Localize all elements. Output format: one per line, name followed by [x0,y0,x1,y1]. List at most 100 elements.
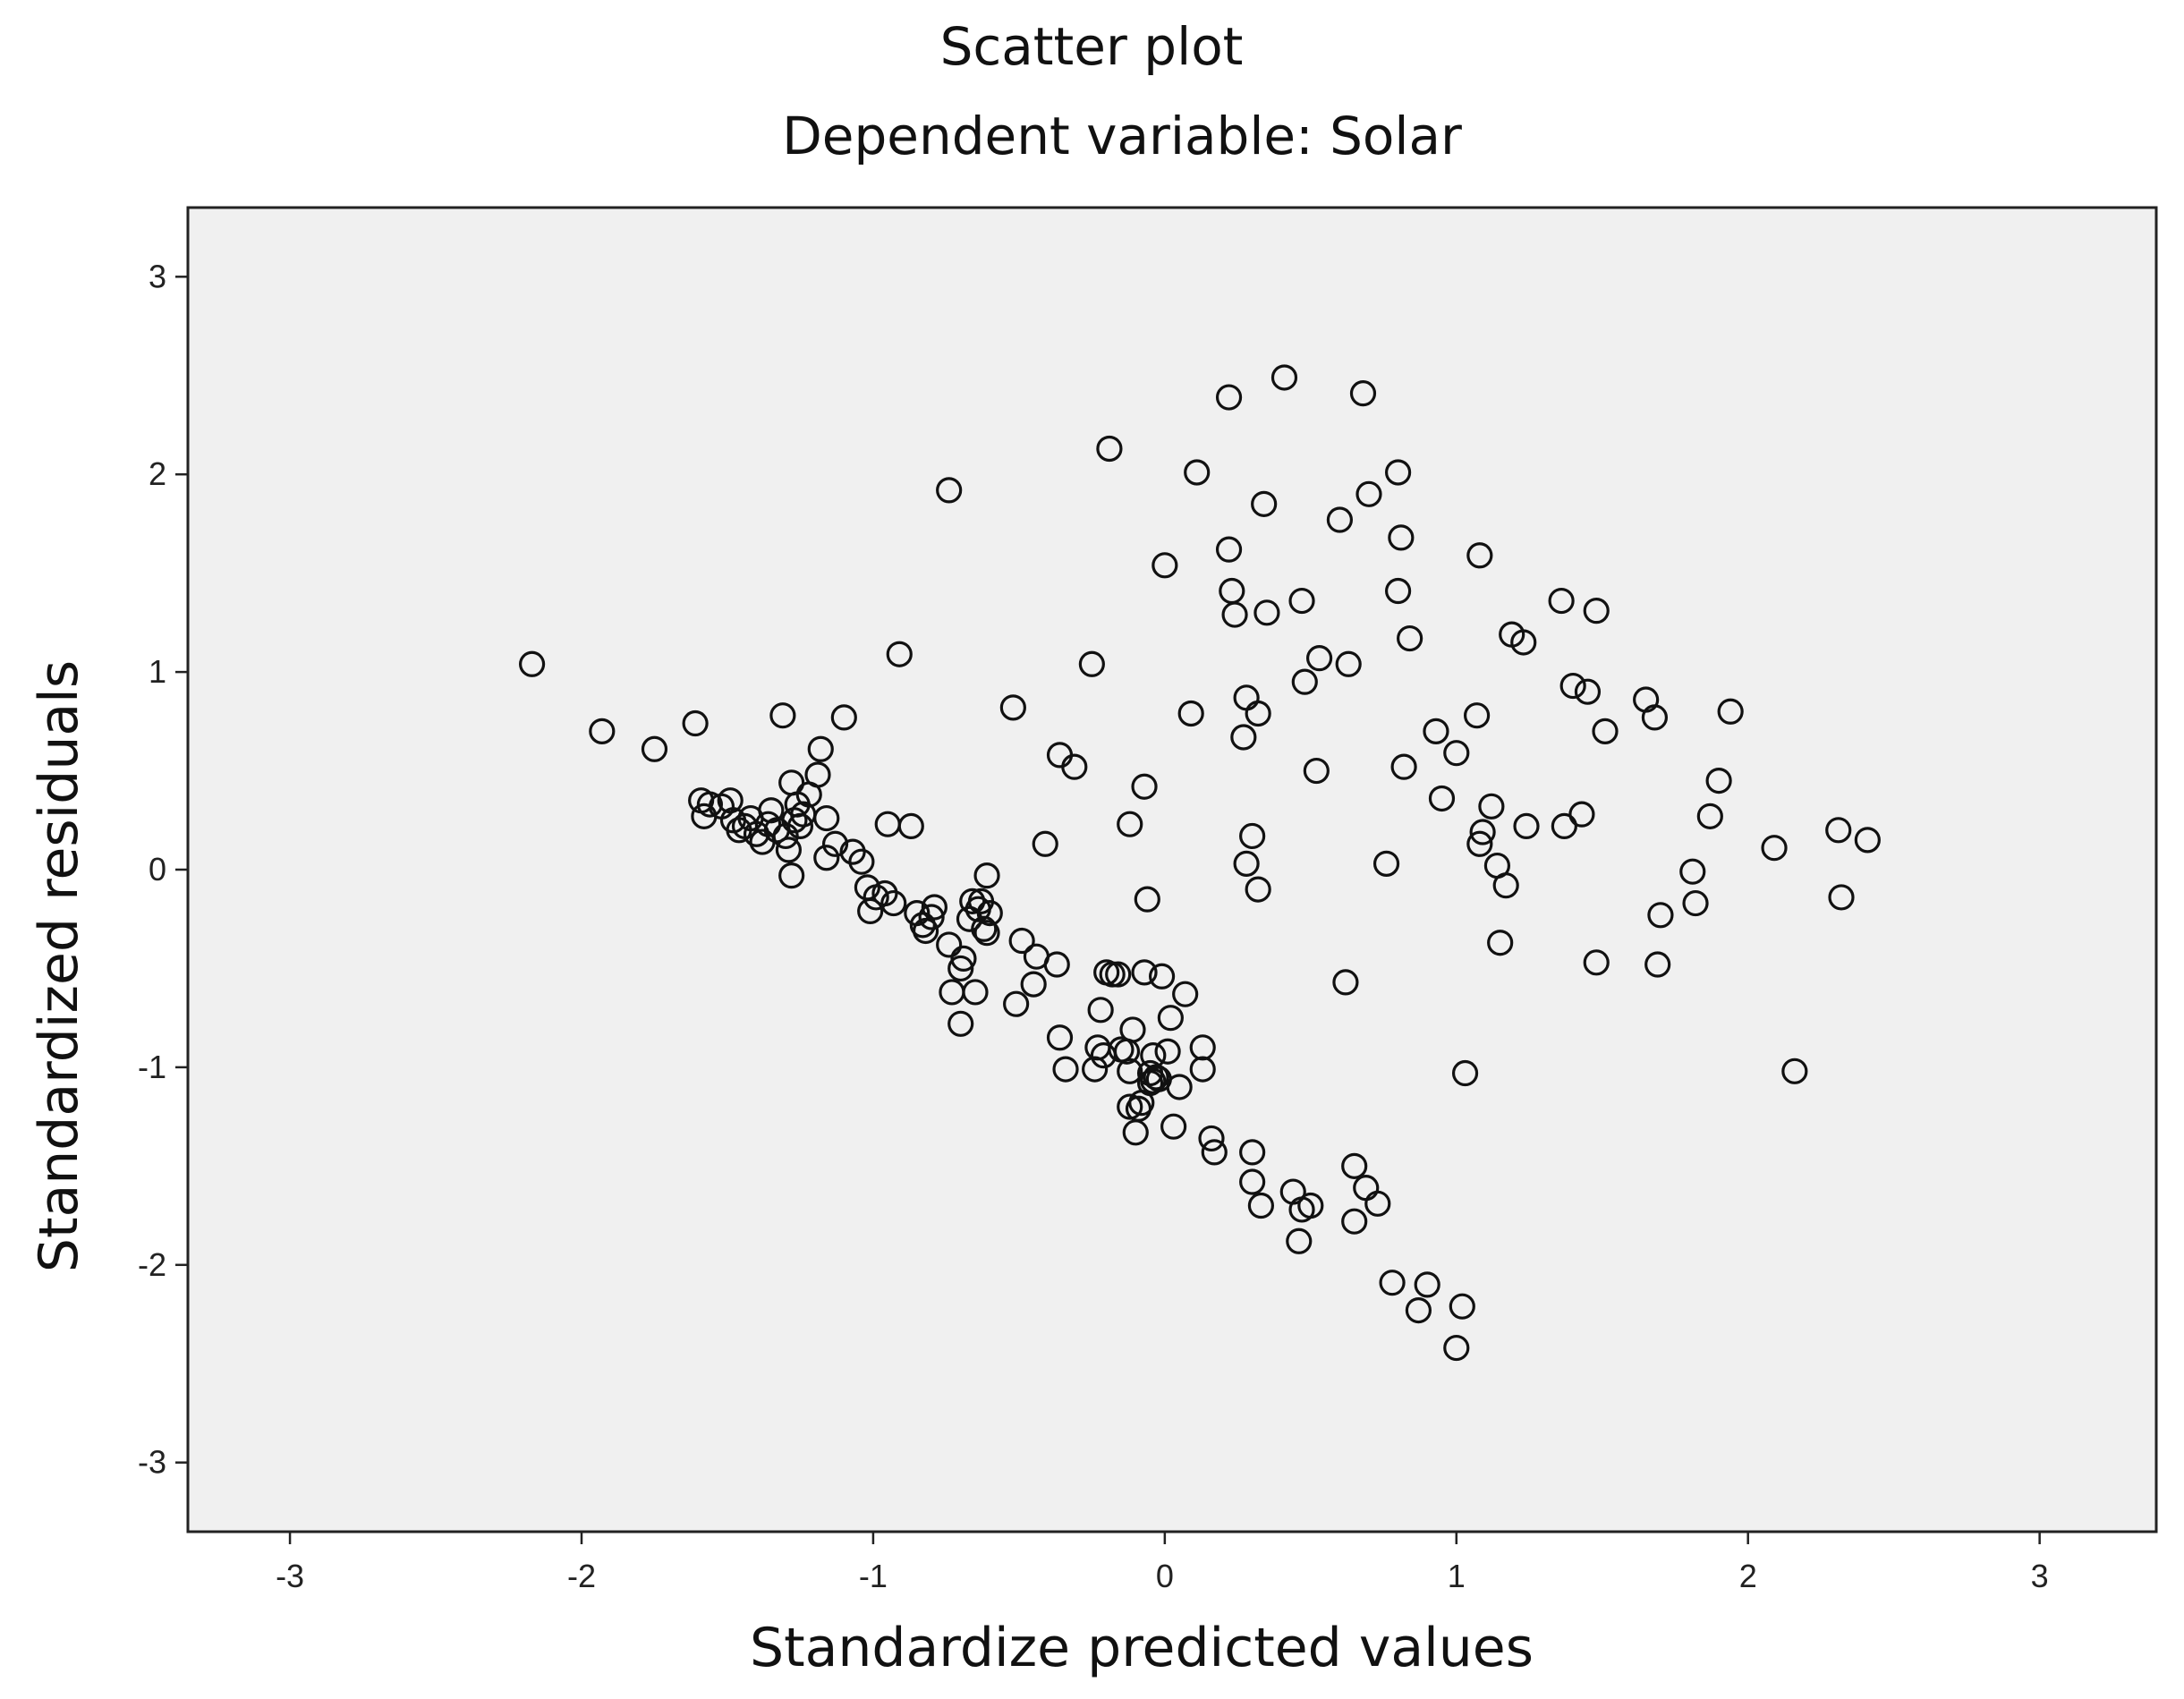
scatter-point [1303,757,1330,785]
y-tick-label: 3 [149,258,166,294]
chart-subtitle: Dependent variable: Solar [782,106,1462,166]
scatter-point [1253,599,1280,626]
scatter-point [1341,1152,1368,1179]
scatter-point [1291,668,1318,695]
scatter-point [1355,480,1382,507]
scatter-point [813,845,840,871]
scatter-point [999,694,1026,721]
scatter-point [1463,702,1491,729]
scatter-point [1443,1334,1470,1362]
scatter-point [1160,1113,1187,1140]
y-tick-label: 2 [149,455,166,492]
scatter-point [804,761,831,788]
scatter-point [1143,1064,1169,1091]
scatter-point [807,735,834,762]
scatter-point [1198,1125,1225,1152]
scatter-point [973,920,1000,947]
scatter-point [962,979,989,1006]
scatter-point [1513,812,1540,840]
scatter-point [1154,1038,1181,1065]
scatter-point [1428,785,1456,812]
scatter-point [948,955,974,982]
scatter-point [1641,704,1669,731]
scatter-point [1583,598,1610,624]
scatter-point [1574,678,1602,705]
y-axis-title: Standardized residuals [28,660,90,1272]
scatter-point [1487,930,1514,956]
data-points [518,364,1881,1362]
scatter-point [1326,506,1354,533]
scatter-point [830,704,857,731]
x-tick-label: -2 [567,1558,596,1594]
y-tick-label: -1 [138,1049,166,1085]
scatter-point [1390,753,1417,780]
scatter-point [950,945,977,973]
scatter-point [1233,850,1260,877]
chart-title: Scatter plot [940,16,1244,77]
scatter-point [857,897,884,924]
scatter-point [1397,624,1423,652]
scatter-point [1372,850,1400,877]
scatter-point [1364,1190,1391,1217]
scatter-point [1131,773,1158,800]
scatter-point [1492,872,1519,899]
scatter-point [778,862,805,889]
y-tick-label: 1 [149,653,166,690]
scatter-point [717,787,744,814]
scatter-point [1117,811,1143,837]
scatter-point [769,702,796,729]
scatter-point [1705,767,1732,794]
scatter-point [1341,1208,1368,1235]
scatter-point [696,791,724,818]
scatter-point [1020,971,1047,998]
scatter-point [1647,902,1674,929]
scatter-point [1221,601,1248,628]
scatter-point [948,1010,974,1037]
scatter-point [1332,969,1359,996]
scatter-point [1568,801,1595,828]
scatter-point [1172,981,1199,1007]
x-tick-label: -1 [859,1558,888,1594]
scatter-point [1032,830,1058,857]
scatter-point [682,709,709,737]
scatter-point [1828,884,1855,911]
scatter-point [886,641,913,667]
scatter-point [1052,1056,1079,1083]
scatter-point [1166,1074,1193,1100]
scatter-point [1414,1271,1440,1298]
scatter-point [1087,997,1114,1024]
scatter-point [1184,459,1211,486]
scatter-point [1388,524,1415,551]
scatter-point [921,894,948,921]
scatter-point [1717,698,1744,725]
y-tick-label: -2 [138,1246,166,1283]
scatter-point [1405,1296,1432,1324]
scatter-point [1043,951,1070,978]
x-tick-label: 0 [1156,1558,1174,1594]
scatter-point [1379,1270,1406,1296]
scatter-point [1119,1016,1146,1043]
scatter-point [1078,650,1105,677]
scatter-point [1559,672,1586,700]
scatter-point [813,804,840,832]
scatter-point [1679,858,1706,885]
scatter-point [848,848,875,875]
scatter-point [1151,552,1178,579]
scatter-point [1148,963,1176,990]
scatter-point [1305,645,1333,672]
scatter-point [1131,959,1158,986]
scatter-point [1335,650,1362,677]
scatter-point [1451,1059,1479,1087]
scatter-point [1239,822,1266,850]
scatter-point [936,931,963,958]
scatter-point [1239,1139,1266,1166]
scatter-point [1478,793,1505,820]
scatter-point [1157,1005,1184,1032]
scatter-point [1466,542,1493,569]
scatter-point [1189,1034,1216,1061]
scatter-point [1288,587,1315,615]
scatter-point [1189,1056,1216,1083]
scatter-point [1469,819,1496,845]
scatter-point [1247,1192,1275,1219]
scatter-point [1245,700,1271,727]
